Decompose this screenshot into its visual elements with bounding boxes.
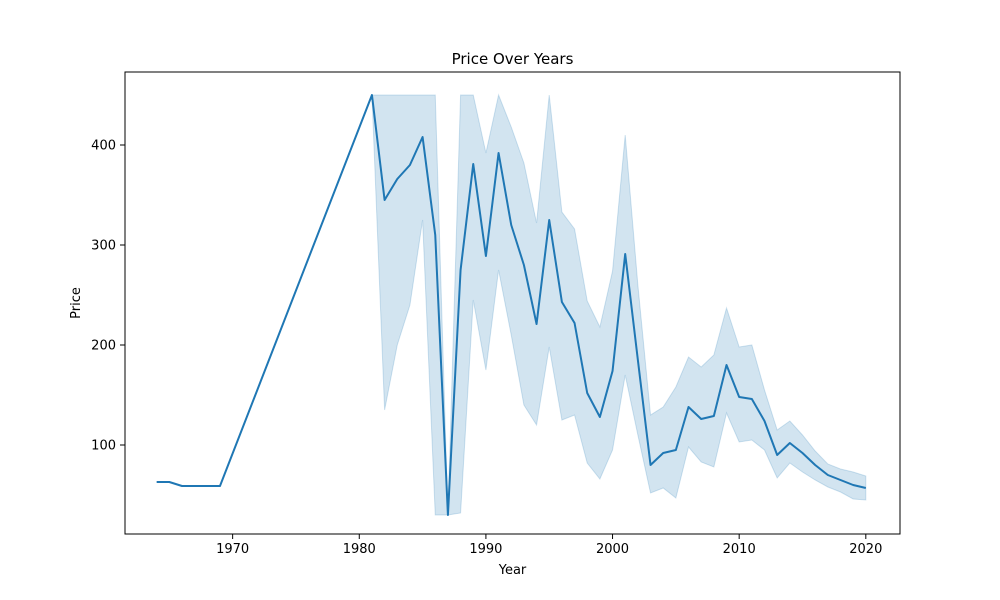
x-tick-label: 1970 [216,542,249,557]
x-tick-label: 2000 [596,542,629,557]
x-tick-label: 1990 [469,542,502,557]
y-tick-label: 300 [91,239,116,254]
series-line [156,94,867,516]
y-tick-label: 200 [91,339,116,354]
x-axis-label: Year [498,563,527,578]
y-axis-ticks: 100 200 300 400 [91,139,125,454]
y-tick-label: 400 [91,139,116,154]
chart-title: Price Over Years [452,50,574,68]
x-tick-label: 2020 [849,542,882,557]
x-tick-label: 1980 [343,542,376,557]
x-axis-ticks: 1970 1980 1990 2000 2010 2020 [216,534,882,557]
plot-frame [124,71,901,535]
x-tick-label: 2010 [723,542,756,557]
y-axis-label: Price [69,287,84,319]
y-tick-label: 100 [91,439,116,454]
plot-area [156,93,867,516]
